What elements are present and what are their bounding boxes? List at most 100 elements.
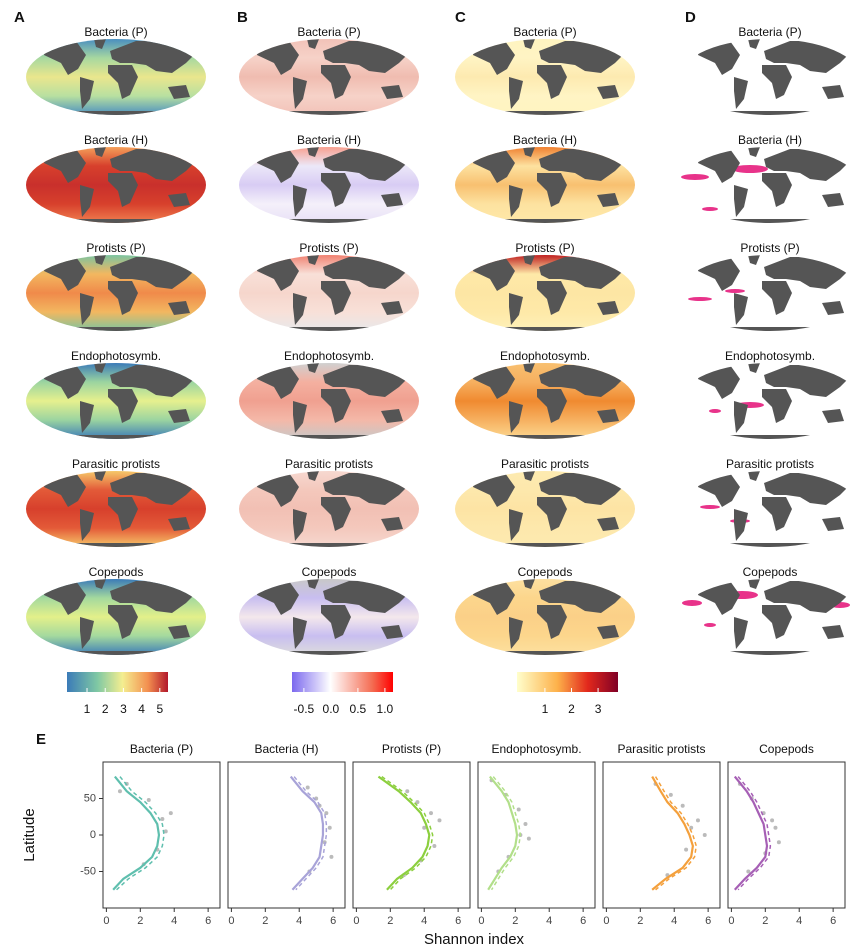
sample-point [770,818,775,823]
x-tick-label: 6 [705,915,711,927]
x-tick-label: 0 [228,915,234,927]
colorbar-tick-label: 1 [84,702,91,716]
map-title: Bacteria (H) [738,133,802,147]
panel-label: E [36,731,46,748]
colorbar-tick-label: 3 [120,702,127,716]
hotspot [704,623,716,627]
map [680,579,856,655]
x-tick-label: 0 [478,915,484,927]
plot-frame [477,761,596,909]
sample-point [746,869,751,874]
colorbar [67,672,168,692]
sample-point [422,825,427,830]
x-tick-label: 2 [762,915,768,927]
map [680,255,856,331]
y-axis-label: Latitude [21,808,38,861]
map [239,39,419,115]
colorbar-tick-label: 1 [542,702,549,716]
x-tick-label: 2 [387,915,393,927]
map [239,579,419,655]
x-tick-label: 4 [296,915,302,927]
series-line [377,775,431,891]
sample-point [526,836,531,841]
series-line [733,775,769,891]
map-title: Endophotosymb. [500,349,590,363]
hotspot [732,165,768,173]
sample-point [146,797,151,802]
x-tick-label: 0 [353,915,359,927]
x-tick-label: 2 [637,915,643,927]
map-title: Parasitic protists [501,457,589,471]
plot-frame [602,761,721,909]
series-line [293,776,328,891]
colorbar-tick-label: 4 [138,702,145,716]
map [455,255,635,331]
x-tick-label: 6 [330,915,336,927]
hotspot [700,505,720,509]
sample-point [324,811,329,816]
panel-label: A [14,9,25,26]
map-title: Endophotosymb. [71,349,161,363]
x-tick-label: 0 [603,915,609,927]
map-title: Bacteria (P) [738,25,801,39]
colorbar-tick-label: -0.5 [294,702,315,716]
hotspot [709,409,721,413]
sample-point [437,818,442,823]
map [680,471,856,547]
plot-frame [227,761,346,909]
series-line [654,776,698,891]
chart-title: Endophotosymb. [491,742,581,756]
x-tick-label: 6 [455,915,461,927]
colorbar-tick-label: 1.0 [377,702,394,716]
panel-label: B [237,9,248,26]
map [239,363,419,439]
x-tick-label: 4 [421,915,427,927]
hotspot [702,207,718,211]
map-title: Protists (P) [515,241,574,255]
map [455,147,635,223]
x-tick-label: 4 [171,915,177,927]
series-line [487,775,519,891]
series-line [381,775,434,891]
series-line [289,775,325,891]
x-tick-label: 6 [830,915,836,927]
sample-point [429,811,433,816]
map [239,147,419,223]
series-line [737,776,772,891]
sample-point [168,811,173,816]
map [455,39,635,115]
map [26,255,206,331]
colorbar-tick-label: 2 [568,702,575,716]
x-tick-label: 2 [262,915,268,927]
map-title: Parasitic protists [726,457,814,471]
y-tick-label: 50 [84,792,96,804]
hotspot [681,174,709,180]
series-line [116,776,165,891]
sample-point [405,789,410,794]
sample-point [689,825,694,830]
x-tick-label: 6 [580,915,586,927]
sample-point [117,789,122,794]
chart-title: Parasitic protists [617,742,705,756]
map-title: Endophotosymb. [725,349,815,363]
sample-point [415,800,420,805]
map [455,579,635,655]
series-line [651,776,694,891]
map-title: Bacteria (H) [297,133,361,147]
plot-frame [727,761,846,909]
map-title: Bacteria (P) [84,25,147,39]
map [26,39,206,115]
map-title: Protists (P) [299,241,358,255]
sample-point [163,829,168,834]
map [26,579,206,655]
sample-point [327,825,332,830]
map-title: Bacteria (H) [513,133,577,147]
plot-frame [352,761,471,909]
sample-point [160,816,165,821]
series-line [490,776,522,891]
map-title: Endophotosymb. [284,349,374,363]
chart-title: Bacteria (P) [130,742,193,756]
map-title: Protists (P) [740,241,799,255]
chart-title: Copepods [759,742,814,756]
